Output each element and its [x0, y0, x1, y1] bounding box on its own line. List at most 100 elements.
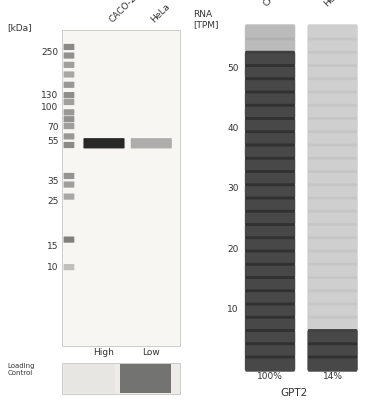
FancyBboxPatch shape — [245, 170, 295, 186]
Text: 30: 30 — [227, 184, 239, 194]
Text: 10: 10 — [47, 263, 58, 272]
FancyBboxPatch shape — [64, 44, 74, 50]
FancyBboxPatch shape — [307, 342, 358, 358]
FancyBboxPatch shape — [307, 263, 358, 279]
Text: 20: 20 — [227, 245, 239, 254]
Text: Low: Low — [143, 348, 160, 356]
Text: 70: 70 — [47, 123, 58, 132]
FancyBboxPatch shape — [307, 329, 358, 345]
Text: HeLa: HeLa — [149, 2, 172, 25]
FancyBboxPatch shape — [245, 342, 295, 358]
FancyBboxPatch shape — [245, 276, 295, 292]
FancyBboxPatch shape — [245, 104, 295, 120]
FancyBboxPatch shape — [307, 356, 358, 372]
FancyBboxPatch shape — [307, 104, 358, 120]
FancyBboxPatch shape — [245, 157, 295, 173]
FancyBboxPatch shape — [245, 289, 295, 306]
FancyBboxPatch shape — [307, 51, 358, 67]
FancyBboxPatch shape — [307, 250, 358, 266]
FancyBboxPatch shape — [64, 123, 74, 129]
FancyBboxPatch shape — [64, 82, 74, 88]
FancyBboxPatch shape — [64, 92, 74, 98]
FancyBboxPatch shape — [307, 316, 358, 332]
FancyBboxPatch shape — [64, 99, 74, 105]
FancyBboxPatch shape — [64, 264, 74, 270]
FancyBboxPatch shape — [245, 250, 295, 266]
FancyBboxPatch shape — [245, 236, 295, 252]
FancyBboxPatch shape — [245, 263, 295, 279]
FancyBboxPatch shape — [245, 223, 295, 239]
FancyBboxPatch shape — [307, 38, 358, 54]
FancyBboxPatch shape — [64, 182, 74, 188]
FancyBboxPatch shape — [64, 173, 74, 179]
Text: HeLa: HeLa — [322, 0, 345, 9]
FancyBboxPatch shape — [245, 144, 295, 160]
FancyBboxPatch shape — [307, 289, 358, 306]
FancyBboxPatch shape — [245, 24, 295, 40]
FancyBboxPatch shape — [307, 223, 358, 239]
FancyBboxPatch shape — [64, 236, 74, 243]
FancyBboxPatch shape — [62, 30, 180, 346]
FancyBboxPatch shape — [307, 144, 358, 160]
FancyBboxPatch shape — [245, 210, 295, 226]
FancyBboxPatch shape — [307, 64, 358, 80]
Text: Loading
Control: Loading Control — [8, 363, 35, 376]
FancyBboxPatch shape — [245, 64, 295, 80]
Text: CACO-2: CACO-2 — [262, 0, 292, 9]
FancyBboxPatch shape — [83, 138, 125, 148]
Text: 50: 50 — [227, 64, 239, 72]
FancyBboxPatch shape — [245, 356, 295, 372]
Text: CACO-2: CACO-2 — [108, 0, 138, 25]
Text: [kDa]: [kDa] — [8, 23, 32, 32]
FancyBboxPatch shape — [64, 116, 74, 122]
Text: High: High — [94, 348, 114, 356]
Text: 15: 15 — [47, 242, 58, 251]
FancyBboxPatch shape — [245, 51, 295, 67]
Text: 250: 250 — [41, 48, 58, 57]
FancyBboxPatch shape — [307, 170, 358, 186]
FancyBboxPatch shape — [64, 52, 74, 59]
Text: 100%: 100% — [257, 372, 283, 382]
Text: 130: 130 — [41, 91, 58, 100]
Text: 100: 100 — [41, 103, 58, 112]
FancyBboxPatch shape — [62, 362, 180, 394]
FancyBboxPatch shape — [307, 302, 358, 319]
FancyBboxPatch shape — [307, 196, 358, 213]
FancyBboxPatch shape — [307, 157, 358, 173]
FancyBboxPatch shape — [64, 133, 74, 140]
Text: 25: 25 — [47, 196, 58, 206]
FancyBboxPatch shape — [245, 38, 295, 54]
FancyBboxPatch shape — [64, 109, 74, 116]
FancyBboxPatch shape — [245, 302, 295, 319]
FancyBboxPatch shape — [245, 90, 295, 107]
FancyBboxPatch shape — [307, 276, 358, 292]
FancyBboxPatch shape — [307, 90, 358, 107]
FancyBboxPatch shape — [245, 316, 295, 332]
FancyBboxPatch shape — [64, 142, 74, 148]
Text: GPT2: GPT2 — [280, 388, 307, 398]
Text: 10: 10 — [227, 305, 239, 314]
Text: 14%: 14% — [323, 372, 343, 382]
Text: RNA
[TPM]: RNA [TPM] — [193, 10, 219, 29]
FancyBboxPatch shape — [64, 194, 74, 200]
FancyBboxPatch shape — [245, 196, 295, 213]
FancyBboxPatch shape — [307, 117, 358, 133]
FancyBboxPatch shape — [121, 364, 171, 393]
FancyBboxPatch shape — [131, 138, 172, 148]
Text: 55: 55 — [47, 137, 58, 146]
Text: 35: 35 — [47, 177, 58, 186]
FancyBboxPatch shape — [245, 183, 295, 200]
FancyBboxPatch shape — [307, 77, 358, 94]
FancyBboxPatch shape — [245, 130, 295, 146]
FancyBboxPatch shape — [64, 71, 74, 78]
Text: 40: 40 — [227, 124, 239, 133]
FancyBboxPatch shape — [245, 117, 295, 133]
FancyBboxPatch shape — [307, 210, 358, 226]
FancyBboxPatch shape — [245, 77, 295, 94]
FancyBboxPatch shape — [64, 62, 74, 68]
FancyBboxPatch shape — [307, 24, 358, 40]
FancyBboxPatch shape — [307, 183, 358, 200]
FancyBboxPatch shape — [307, 130, 358, 146]
FancyBboxPatch shape — [64, 364, 115, 393]
FancyBboxPatch shape — [307, 236, 358, 252]
